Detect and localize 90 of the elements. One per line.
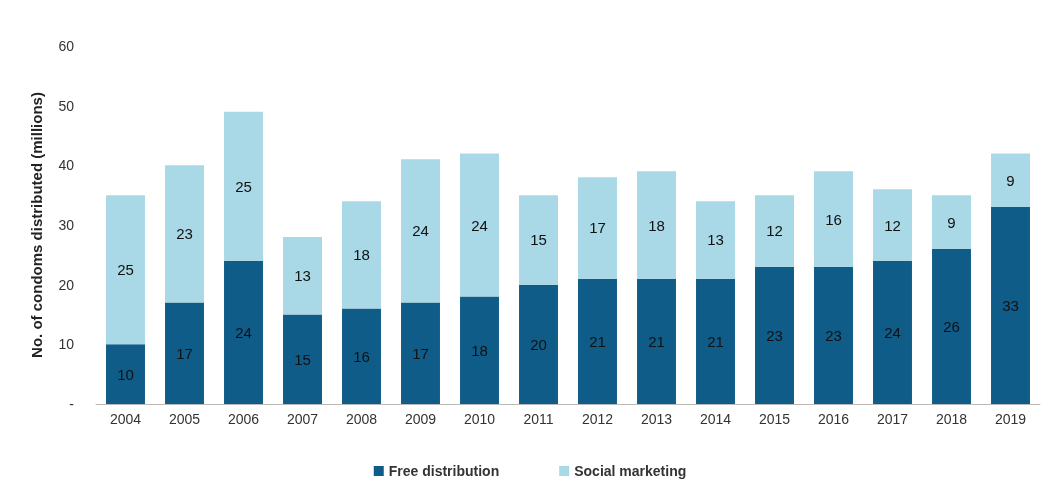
bar (637, 171, 676, 279)
x-tick-label: 2015 (758, 411, 791, 427)
data-label: 20 (530, 335, 547, 353)
data-label: 18 (471, 341, 488, 359)
bar (460, 153, 499, 297)
bar (932, 195, 971, 249)
data-label: 17 (589, 219, 606, 237)
bar (932, 248, 971, 404)
data-label: 16 (353, 347, 370, 365)
bar (519, 195, 558, 285)
data-label: 23 (766, 326, 783, 344)
bar (814, 171, 853, 267)
bar (873, 189, 912, 261)
data-label: 17 (412, 344, 429, 362)
y-tick-label: 40 (58, 157, 75, 174)
bar (165, 302, 204, 404)
x-tick-label: 2013 (640, 411, 673, 427)
x-tick-label: 2007 (286, 411, 319, 427)
x-tick-label: 2019 (994, 411, 1027, 427)
data-label: 21 (648, 332, 665, 350)
bar (696, 201, 735, 279)
data-label: 21 (589, 332, 606, 350)
y-tick-label: 30 (58, 217, 75, 233)
bar (637, 278, 676, 404)
y-tick-label: 50 (58, 97, 75, 114)
x-tick-label: 2012 (581, 411, 614, 427)
x-tick-label: 2010 (463, 411, 496, 427)
x-tick-label: 2014 (699, 411, 732, 427)
bar (814, 266, 853, 404)
data-label: 13 (707, 231, 724, 249)
data-label: 16 (825, 210, 842, 228)
bar (342, 308, 381, 404)
bar (342, 201, 381, 309)
bar (401, 159, 440, 303)
bar (283, 314, 322, 404)
data-label: 9 (1006, 171, 1015, 189)
x-tick-label: 2006 (227, 411, 260, 427)
x-tick-label: 2004 (109, 411, 142, 427)
data-label: 9 (947, 213, 956, 231)
bar (106, 344, 145, 404)
data-label: 13 (294, 267, 311, 285)
data-label: 12 (884, 216, 901, 234)
bar (283, 236, 322, 315)
data-label: 18 (353, 246, 370, 264)
data-label: 10 (117, 365, 134, 383)
bar (519, 284, 558, 404)
data-label: 15 (530, 231, 547, 249)
bar (991, 153, 1030, 208)
x-tick-label: 2018 (935, 411, 968, 427)
data-label: 24 (235, 323, 252, 341)
data-label: 24 (471, 216, 488, 234)
bar (755, 266, 794, 404)
x-tick-label: 2008 (345, 411, 378, 427)
x-tick-label: 2016 (817, 411, 850, 427)
data-label: 25 (235, 177, 252, 195)
data-label: 24 (412, 222, 429, 240)
data-label: 17 (176, 344, 193, 362)
data-label: 26 (943, 317, 960, 335)
legend-label: Social marketing (574, 463, 687, 479)
y-tick-label: 60 (58, 38, 75, 54)
x-tick-label: 2017 (876, 411, 909, 427)
bar (224, 111, 263, 261)
y-axis-title: No. of condoms distributed (millions) (28, 92, 45, 358)
bar (755, 195, 794, 267)
bar (106, 195, 145, 345)
y-tick-label: 20 (58, 276, 75, 293)
data-label: 23 (825, 326, 842, 344)
x-tick-label: 2011 (523, 411, 554, 427)
bar (401, 302, 440, 404)
bar (165, 165, 204, 303)
data-label: 23 (176, 225, 193, 243)
y-tick-label: - (69, 396, 75, 412)
data-label: 33 (1002, 297, 1019, 315)
data-label: 18 (648, 216, 665, 234)
bar (224, 260, 263, 404)
data-label: 24 (884, 323, 901, 341)
data-label: 12 (766, 222, 783, 240)
bar (873, 260, 912, 404)
data-label: 15 (294, 350, 311, 368)
bar (578, 278, 617, 404)
bar (696, 278, 735, 404)
data-label: 25 (117, 261, 134, 279)
bar (991, 207, 1030, 404)
y-tick-label: 10 (58, 336, 75, 353)
data-label: 21 (707, 332, 724, 350)
legend-label: Free distribution (388, 463, 500, 479)
bar (578, 177, 617, 279)
x-tick-label: 2005 (168, 411, 201, 427)
x-tick-label: 2009 (404, 411, 437, 427)
bar (460, 296, 499, 404)
